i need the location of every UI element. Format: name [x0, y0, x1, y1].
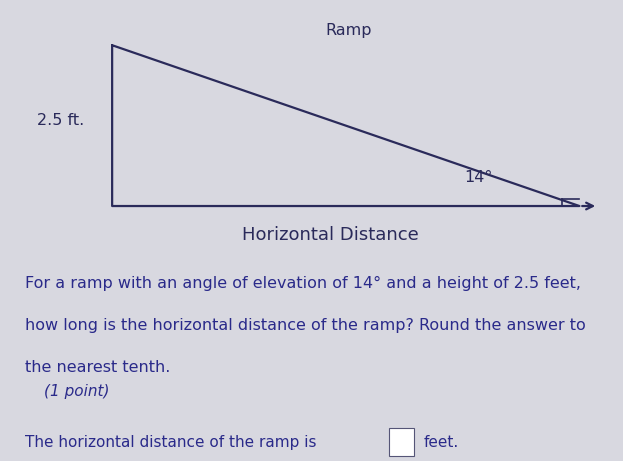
Text: (1 point): (1 point) — [44, 384, 109, 399]
Text: 2.5 ft.: 2.5 ft. — [37, 113, 85, 128]
Text: feet.: feet. — [424, 435, 459, 449]
Text: Horizontal Distance: Horizontal Distance — [242, 226, 419, 244]
Text: the nearest tenth.: the nearest tenth. — [25, 361, 170, 375]
Bar — [389, 428, 414, 456]
Text: The horizontal distance of the ramp is: The horizontal distance of the ramp is — [25, 435, 316, 449]
Text: 14°: 14° — [464, 170, 493, 184]
Text: For a ramp with an angle of elevation of 14° and a height of 2.5 feet,: For a ramp with an angle of elevation of… — [25, 277, 581, 291]
Text: Ramp: Ramp — [326, 23, 372, 38]
Text: how long is the horizontal distance of the ramp? Round the answer to: how long is the horizontal distance of t… — [25, 319, 586, 333]
